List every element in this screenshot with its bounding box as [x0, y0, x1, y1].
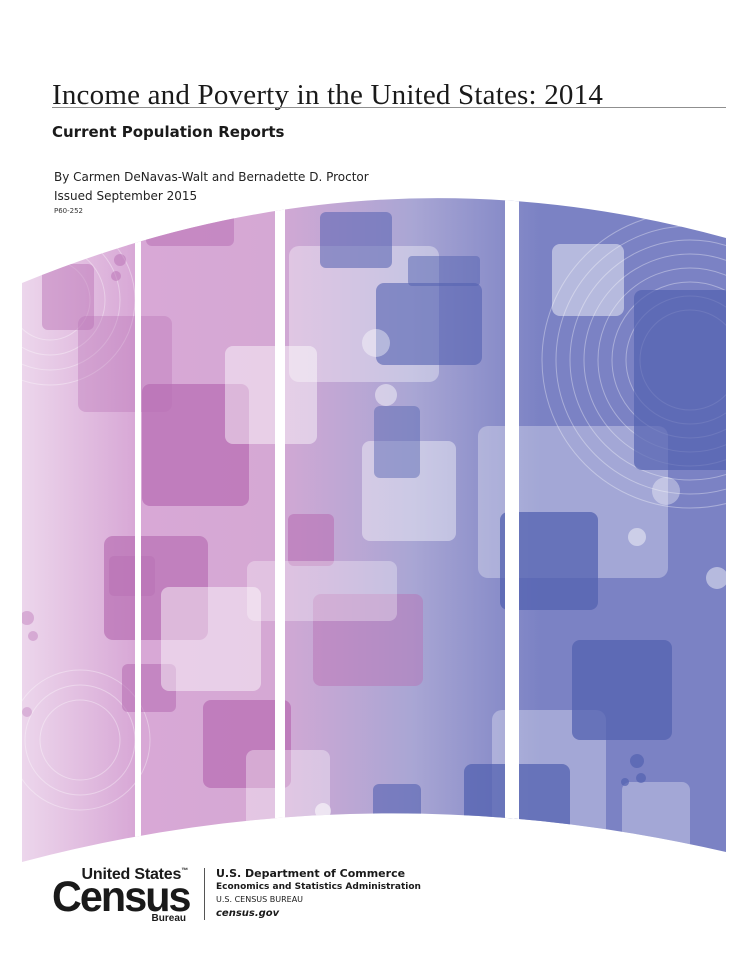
- website-link[interactable]: census.gov: [216, 908, 280, 919]
- logo-trademark: ™: [181, 867, 188, 875]
- title-rule: [52, 107, 726, 108]
- report-number: P60-252: [54, 207, 84, 215]
- logo-bottom-text: Bureau: [151, 913, 186, 924]
- panel-dividers: [135, 198, 519, 862]
- arch-panel: [22, 198, 726, 862]
- logo-top-text: United States: [81, 866, 182, 883]
- report-title: Income and Poverty in the United States:…: [52, 79, 604, 111]
- footer-divider: [204, 868, 205, 920]
- department-name: U.S. Department of Commerce: [216, 867, 406, 880]
- report-series: Current Population Reports: [52, 123, 285, 141]
- administration-name: Economics and Statistics Administration: [216, 882, 421, 892]
- logo-main-text: Census: [52, 873, 192, 921]
- report-authors: By Carmen DeNavas-Walt and Bernadette D.…: [54, 170, 369, 184]
- department-block: U.S. Department of Commerce Economics an…: [216, 866, 421, 921]
- census-bureau-logo: United States™ Census Bureau: [52, 866, 192, 924]
- bureau-name: U.S. CENSUS BUREAU: [216, 895, 304, 904]
- dots-decoration: [22, 254, 726, 819]
- issue-date: Issued September 2015: [54, 189, 198, 203]
